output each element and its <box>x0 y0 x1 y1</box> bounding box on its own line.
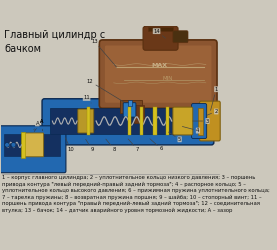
Text: A: A <box>40 118 44 131</box>
Text: 5: 5 <box>168 132 181 142</box>
FancyBboxPatch shape <box>22 133 44 157</box>
Bar <box>140 107 143 135</box>
Bar <box>4 134 60 156</box>
Text: 10: 10 <box>65 138 74 152</box>
FancyBboxPatch shape <box>192 104 207 138</box>
Bar <box>21 132 25 158</box>
Bar <box>134 105 144 122</box>
FancyBboxPatch shape <box>78 109 94 133</box>
Bar <box>153 107 157 135</box>
Text: 4: 4 <box>182 126 200 133</box>
Bar <box>50 108 205 134</box>
Text: 9: 9 <box>86 139 94 152</box>
Bar <box>120 100 142 113</box>
Bar <box>198 108 203 134</box>
Text: MAX: MAX <box>152 63 168 68</box>
Text: 1 – корпус главного цилиндра; 2 – уплотнительное кольцо низкого давления; 3 – по: 1 – корпус главного цилиндра; 2 – уплотн… <box>2 175 270 213</box>
FancyBboxPatch shape <box>0 126 66 173</box>
FancyBboxPatch shape <box>105 46 211 103</box>
FancyBboxPatch shape <box>123 103 136 117</box>
Text: 8: 8 <box>106 139 116 152</box>
Text: A: A <box>34 121 39 130</box>
Circle shape <box>11 142 16 147</box>
Bar <box>148 27 173 31</box>
Text: 11: 11 <box>83 96 91 103</box>
Text: 14: 14 <box>153 29 166 38</box>
Text: 12: 12 <box>86 79 124 102</box>
Text: 13: 13 <box>91 39 117 67</box>
Bar <box>87 107 90 135</box>
Text: 1: 1 <box>211 87 218 110</box>
Circle shape <box>5 142 9 147</box>
Text: 6: 6 <box>150 139 163 151</box>
FancyBboxPatch shape <box>99 40 217 108</box>
Bar <box>128 100 132 106</box>
Text: MIN: MIN <box>163 76 173 80</box>
Bar <box>166 107 169 135</box>
Text: 3: 3 <box>193 118 209 124</box>
FancyBboxPatch shape <box>143 26 178 50</box>
FancyBboxPatch shape <box>199 101 220 141</box>
Text: Главный цилиндр с
бачком: Главный цилиндр с бачком <box>4 30 105 54</box>
Text: A: A <box>34 118 44 132</box>
Text: 7: 7 <box>128 139 139 152</box>
Bar <box>128 107 131 135</box>
FancyBboxPatch shape <box>173 107 193 135</box>
FancyBboxPatch shape <box>173 31 188 43</box>
FancyBboxPatch shape <box>42 99 214 145</box>
Text: 2: 2 <box>207 109 218 115</box>
